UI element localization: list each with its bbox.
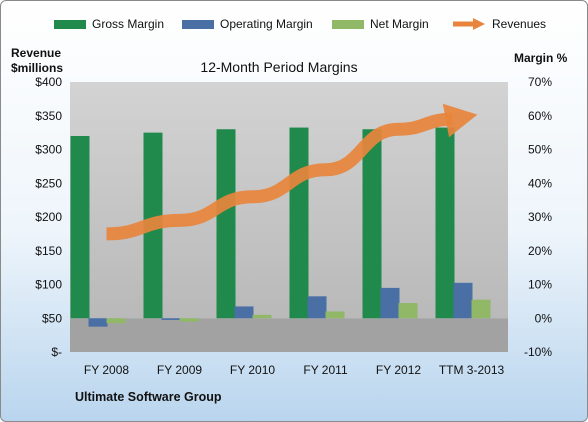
bar-gross-margin-fy-2010	[216, 129, 236, 319]
bar-net-margin-fy-2008	[106, 318, 126, 324]
revenue-arrow-head	[442, 103, 478, 138]
revenue-arrow-line	[106, 112, 453, 241]
legend-item-gross-margin: Gross Margin	[54, 17, 164, 31]
left-tick-label: $350	[35, 109, 62, 123]
legend-label: Operating Margin	[220, 17, 313, 31]
right-tick-label: 60%	[528, 109, 552, 123]
right-tick-label: 70%	[528, 75, 552, 89]
left-axis-title: Revenue $millions	[11, 46, 63, 76]
bar-net-margin-fy-2009	[179, 318, 199, 322]
right-axis-title: Margin %	[514, 51, 568, 65]
left-tick-label: $250	[35, 176, 62, 190]
left-tick-label: $200	[35, 210, 62, 224]
bar-operating-margin-fy-2010	[234, 306, 254, 319]
bar-operating-margin-fy-2012	[380, 287, 400, 319]
bar-net-margin-fy-2011	[325, 311, 345, 319]
legend-arrow-icon	[453, 18, 485, 30]
left-axis-title-line1: Revenue	[11, 46, 62, 60]
legend-swatch	[54, 19, 86, 29]
left-tick-label: $150	[35, 244, 62, 258]
legend-item-revenues: Revenues	[452, 17, 546, 31]
legend-label: Net Margin	[370, 17, 429, 31]
category-label-fy-2010: FY 2010	[230, 363, 275, 377]
bar-operating-margin-fy-2011	[307, 296, 327, 319]
left-tick-label: $50	[42, 311, 62, 325]
right-tick-label: 10%	[528, 278, 552, 292]
bar-gross-margin-fy-2011	[289, 127, 309, 319]
right-tick-label: 0%	[535, 311, 553, 325]
right-tick-label: 30%	[528, 210, 552, 224]
chart-title: 12-Month Period Margins	[200, 59, 357, 75]
bar-net-margin-fy-2012	[398, 303, 418, 319]
right-tick-label: 50%	[528, 143, 552, 157]
bar-gross-margin-ttm-3-2013	[435, 127, 455, 319]
legend-swatch	[182, 19, 214, 29]
legend-swatch	[332, 19, 364, 29]
bar-net-margin-fy-2010	[252, 314, 272, 319]
legend-label: Revenues	[492, 17, 547, 31]
category-label-fy-2012: FY 2012	[376, 363, 421, 377]
left-axis-title-line2: $millions	[11, 61, 64, 75]
right-tick-label: -10%	[524, 345, 552, 359]
legend: Gross Margin Operating Margin Net Margin…	[1, 17, 587, 35]
bar-operating-margin-fy-2009	[161, 318, 181, 320]
bar-net-margin-ttm-3-2013	[471, 299, 491, 319]
category-label-fy-2009: FY 2009	[157, 363, 202, 377]
category-label-fy-2011: FY 2011	[303, 363, 348, 377]
right-tick-label: 40%	[528, 176, 552, 190]
left-tick-label: $100	[35, 278, 62, 292]
category-label-ttm-3-2013: TTM 3-2013	[439, 363, 505, 377]
legend-label: Gross Margin	[92, 17, 165, 31]
left-tick-label: $300	[35, 143, 62, 157]
company-name: Ultimate Software Group	[75, 390, 222, 404]
plot-floor	[70, 318, 508, 352]
left-tick-label: $400	[35, 75, 62, 89]
bar-gross-margin-fy-2008	[70, 136, 90, 319]
bar-operating-margin-fy-2008	[88, 318, 108, 327]
left-tick-label: $-	[51, 345, 62, 359]
legend-item-net-margin: Net Margin	[332, 17, 429, 31]
legend-item-operating-margin: Operating Margin	[182, 17, 313, 31]
bar-operating-margin-ttm-3-2013	[453, 282, 473, 319]
bar-gross-margin-fy-2012	[362, 129, 382, 319]
right-tick-label: 20%	[528, 244, 552, 258]
category-label-fy-2008: FY 2008	[84, 363, 129, 377]
